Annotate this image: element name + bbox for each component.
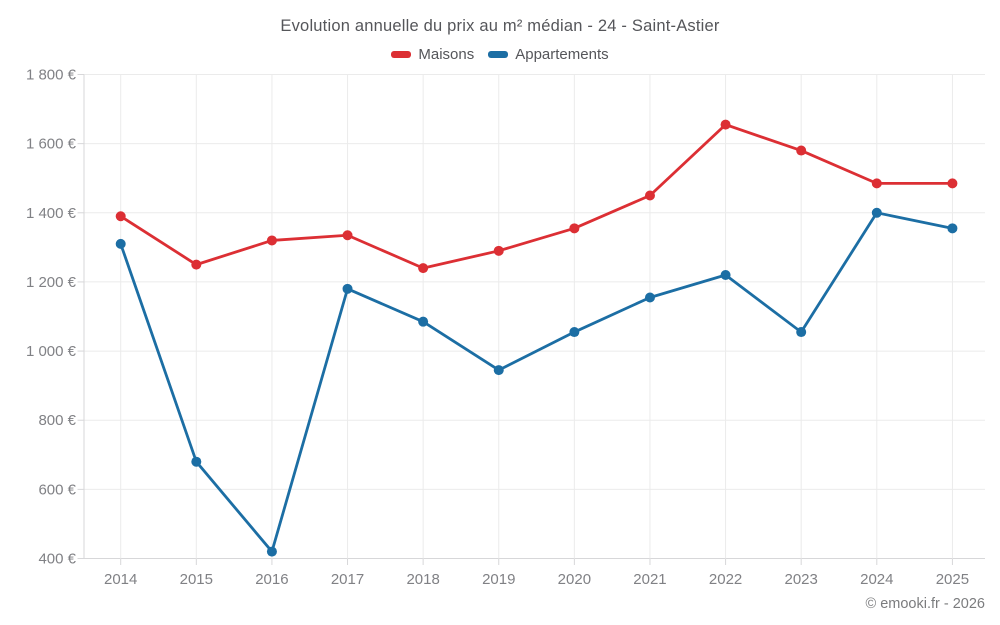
xtick-label-2025: 2025 xyxy=(936,571,969,588)
xtick-label-2019: 2019 xyxy=(482,571,515,588)
ytick-label-1000: 1 000 € xyxy=(26,343,77,360)
ytick-label-1200: 1 200 € xyxy=(26,274,77,291)
credit-watermark: © emooki.fr - 2026 xyxy=(865,596,985,612)
ytick-label-1800: 1 800 € xyxy=(26,67,77,84)
ytick-label-1400: 1 400 € xyxy=(26,205,77,222)
point-maisons-2019[interactable] xyxy=(493,245,504,256)
xtick-label-2020: 2020 xyxy=(558,571,591,588)
maisons-legend-label: Maisons xyxy=(418,46,475,63)
point-appartements-2022[interactable] xyxy=(720,270,731,281)
point-appartements-2015[interactable] xyxy=(191,456,202,467)
point-appartements-2018[interactable] xyxy=(418,316,429,327)
xtick-label-2023: 2023 xyxy=(785,571,818,588)
point-maisons-2016[interactable] xyxy=(266,235,277,246)
point-appartements-2021[interactable] xyxy=(644,292,655,303)
xtick-label-2014: 2014 xyxy=(104,571,137,588)
appartements-legend-label: Appartements xyxy=(515,46,609,63)
ytick-label-600: 600 € xyxy=(38,481,76,498)
xtick-label-2016: 2016 xyxy=(255,571,288,588)
point-maisons-2023[interactable] xyxy=(796,145,807,156)
point-appartements-2025[interactable] xyxy=(947,223,958,234)
ytick-label-800: 800 € xyxy=(38,412,76,429)
legend-item-maisons[interactable]: Maisons xyxy=(391,46,474,63)
point-maisons-2024[interactable] xyxy=(871,178,882,189)
legend-item-appartements[interactable]: Appartements xyxy=(488,46,609,63)
xtick-label-2018: 2018 xyxy=(406,571,439,588)
point-maisons-2014[interactable] xyxy=(115,211,126,222)
point-appartements-2023[interactable] xyxy=(796,327,807,338)
point-maisons-2015[interactable] xyxy=(191,259,202,270)
chart-legend: Maisons Appartements xyxy=(0,46,1000,63)
xtick-label-2021: 2021 xyxy=(633,571,666,588)
point-maisons-2021[interactable] xyxy=(644,190,655,201)
ytick-label-400: 400 € xyxy=(38,551,76,568)
chart-title: Evolution annuelle du prix au m² médian … xyxy=(280,17,720,35)
point-appartements-2017[interactable] xyxy=(342,283,353,294)
point-maisons-2018[interactable] xyxy=(418,263,429,274)
xtick-label-2022: 2022 xyxy=(709,571,742,588)
maisons-line xyxy=(119,123,954,270)
point-appartements-2014[interactable] xyxy=(115,238,126,249)
point-appartements-2019[interactable] xyxy=(493,365,504,376)
point-maisons-2022[interactable] xyxy=(720,119,731,130)
point-appartements-2016[interactable] xyxy=(266,546,277,557)
point-appartements-2020[interactable] xyxy=(569,327,580,338)
point-appartements-2024[interactable] xyxy=(871,207,882,218)
xtick-label-2024: 2024 xyxy=(860,571,893,588)
xtick-label-2017: 2017 xyxy=(331,571,364,588)
appartements-line xyxy=(119,211,954,553)
maisons-legend-swatch-icon xyxy=(391,51,412,58)
point-maisons-2020[interactable] xyxy=(569,223,580,234)
point-maisons-2017[interactable] xyxy=(342,230,353,241)
point-maisons-2025[interactable] xyxy=(947,178,958,189)
xtick-label-2015: 2015 xyxy=(180,571,213,588)
ytick-label-1600: 1 600 € xyxy=(26,136,77,153)
appartements-legend-swatch-icon xyxy=(488,51,509,58)
